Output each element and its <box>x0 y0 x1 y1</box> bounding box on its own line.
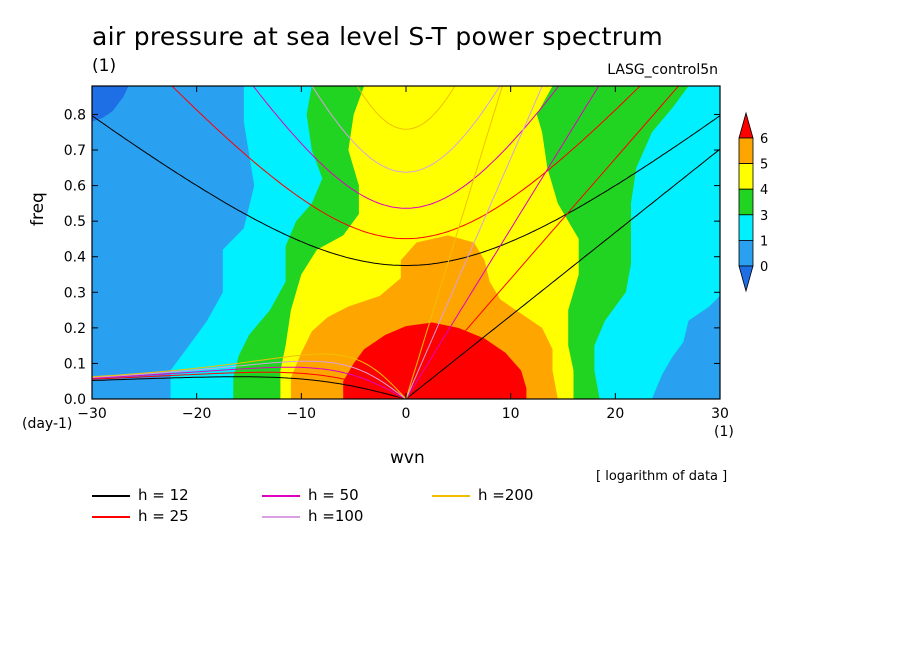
y-tick-label-4: 0.4 <box>64 250 86 266</box>
plot-area <box>92 86 720 399</box>
y-tick-label-0: 0.0 <box>64 392 86 408</box>
legend-label-h200: h =200 <box>478 486 534 504</box>
y-tick-label-8: 0.8 <box>64 107 86 123</box>
y-axis-label: freq <box>28 192 48 226</box>
colorbar-label-4: 5 <box>760 158 768 173</box>
rossby-curve-3 <box>92 360 407 399</box>
chart-title-unit: (1) <box>92 56 117 76</box>
kelvin-curve-4 <box>405 86 503 399</box>
legend-label-h25: h = 25 <box>138 507 189 525</box>
x-tick-label-0: −30 <box>77 406 107 422</box>
contour-region-4 <box>343 322 527 399</box>
y-tick-label-1: 0.1 <box>64 356 86 372</box>
legend-line-h100 <box>262 516 300 518</box>
y-tick-label-7: 0.7 <box>64 143 86 159</box>
y-tick-label-6: 0.6 <box>64 179 86 195</box>
colorbar-label-1: 1 <box>760 234 768 249</box>
x-axis-label: wvn <box>390 448 425 468</box>
x-axis-unit: (1) <box>714 424 734 440</box>
colorbar-segment-3 <box>738 214 754 241</box>
gravity-curve-2 <box>252 86 560 209</box>
legend-label-h100: h =100 <box>308 507 364 525</box>
legend-line-h50 <box>262 495 300 497</box>
chart-title: air pressure at sea level S-T power spec… <box>92 22 664 51</box>
contour-region-6 <box>652 295 720 399</box>
rossby-curve-2 <box>92 366 407 399</box>
kelvin-curve-0 <box>405 148 720 399</box>
colorbar-segment-2 <box>738 188 754 216</box>
run-name: LASG_control5n <box>607 62 718 78</box>
legend-label-h50: h = 50 <box>308 486 359 504</box>
colorbar-top-arrow <box>738 111 754 139</box>
y-axis-unit: (day-1) <box>22 416 73 432</box>
y-tick-label-3: 0.3 <box>64 285 86 301</box>
colorbar-label-3: 4 <box>760 183 768 198</box>
gravity-curve-1 <box>171 86 641 240</box>
kelvin-curve-2 <box>405 86 600 399</box>
contour-region-5 <box>92 86 129 122</box>
kelvin-curve-3 <box>405 86 543 399</box>
x-tick-label-6: 30 <box>711 406 729 422</box>
x-tick-label-1: −20 <box>182 406 212 422</box>
colorbar-label-0: 0 <box>760 260 768 275</box>
legend-line-h200 <box>432 495 470 497</box>
rossby-curve-4 <box>92 353 407 399</box>
legend-line-h25 <box>92 516 130 518</box>
colorbar-segment-0 <box>738 137 754 165</box>
y-tick-label-2: 0.2 <box>64 321 86 337</box>
x-tick-label-5: 20 <box>606 406 624 422</box>
x-tick-label-4: 10 <box>502 406 520 422</box>
colorbar-segment-1 <box>738 163 754 190</box>
legend-label-h12: h = 12 <box>138 486 189 504</box>
gravity-curve-3 <box>311 86 501 173</box>
x-tick-label-3: 0 <box>402 406 411 422</box>
colorbar-label-2: 3 <box>760 209 768 224</box>
legend-line-h12 <box>92 495 130 497</box>
colorbar-label-5: 6 <box>760 132 768 147</box>
rossby-curve-1 <box>92 371 407 399</box>
rossby-curve-0 <box>92 376 407 399</box>
gravity-curve-4 <box>356 86 456 130</box>
colorbar-segment-4 <box>738 239 754 267</box>
x-tick-label-2: −10 <box>287 406 317 422</box>
gravity-curve-0 <box>92 115 720 266</box>
data-note: [ logarithm of data ] <box>596 469 728 484</box>
kelvin-curve-1 <box>405 86 680 399</box>
y-tick-label-5: 0.5 <box>64 214 86 230</box>
colorbar-bottom-arrow <box>738 265 754 293</box>
